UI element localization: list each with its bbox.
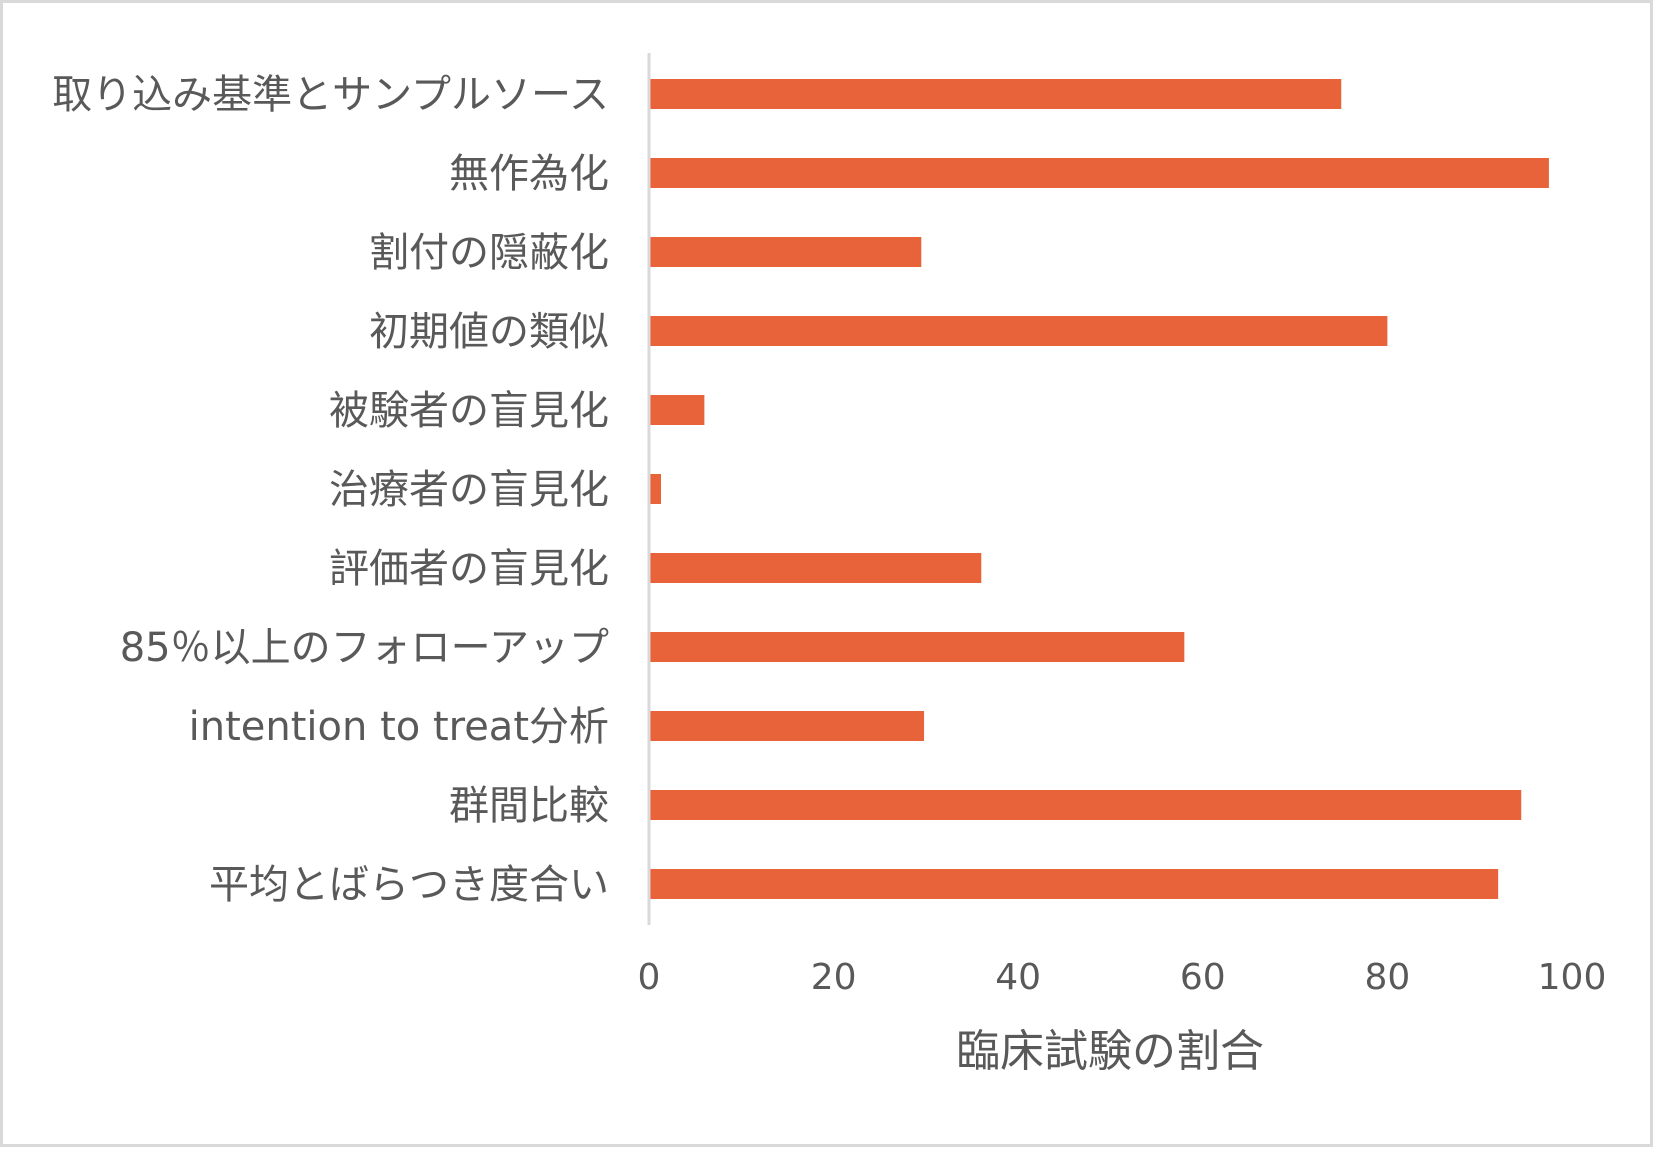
bar (649, 237, 922, 267)
x-tick-label: 0 (638, 957, 661, 998)
x-tick-label: 100 (1538, 957, 1607, 998)
x-tick-label: 40 (995, 957, 1041, 998)
bar (649, 395, 705, 425)
bar (649, 553, 982, 583)
bar (649, 869, 1499, 899)
category-label: 割付の隠蔽化 (369, 230, 609, 276)
bar-chart: 取り込み基準とサンプルソース無作為化割付の隠蔽化初期値の類似被験者の盲見化治療者… (52, 53, 1607, 1077)
category-label: 治療者の盲見化 (329, 467, 609, 513)
bar (649, 632, 1185, 662)
bar (649, 79, 1342, 109)
category-label: 評価者の盲見化 (329, 546, 609, 592)
category-label: 取り込み基準とサンプルソース (52, 72, 609, 118)
bar (649, 158, 1549, 188)
category-label: 85％以上のフォローアップ (120, 625, 609, 671)
bar (649, 316, 1388, 346)
category-label: intention to treat分析 (189, 704, 609, 750)
x-tick-labels: 0 20 40 60 80 100 (638, 957, 1607, 998)
category-label: 平均とばらつき度合い (209, 862, 609, 908)
bar (649, 474, 661, 504)
category-label: 無作為化 (449, 151, 609, 197)
bar (649, 711, 925, 741)
category-label: 初期値の類似 (369, 309, 609, 355)
x-tick-label: 60 (1180, 957, 1226, 998)
x-tick-label: 20 (811, 957, 857, 998)
x-axis-title: 臨床試験の割合 (956, 1026, 1264, 1077)
category-label: 被験者の盲見化 (329, 388, 609, 434)
category-labels: 取り込み基準とサンプルソース無作為化割付の隠蔽化初期値の類似被験者の盲見化治療者… (52, 72, 609, 908)
bars-group (649, 79, 1549, 899)
bar (649, 790, 1522, 820)
category-label: 群間比較 (449, 783, 609, 829)
x-tick-label: 80 (1364, 957, 1410, 998)
